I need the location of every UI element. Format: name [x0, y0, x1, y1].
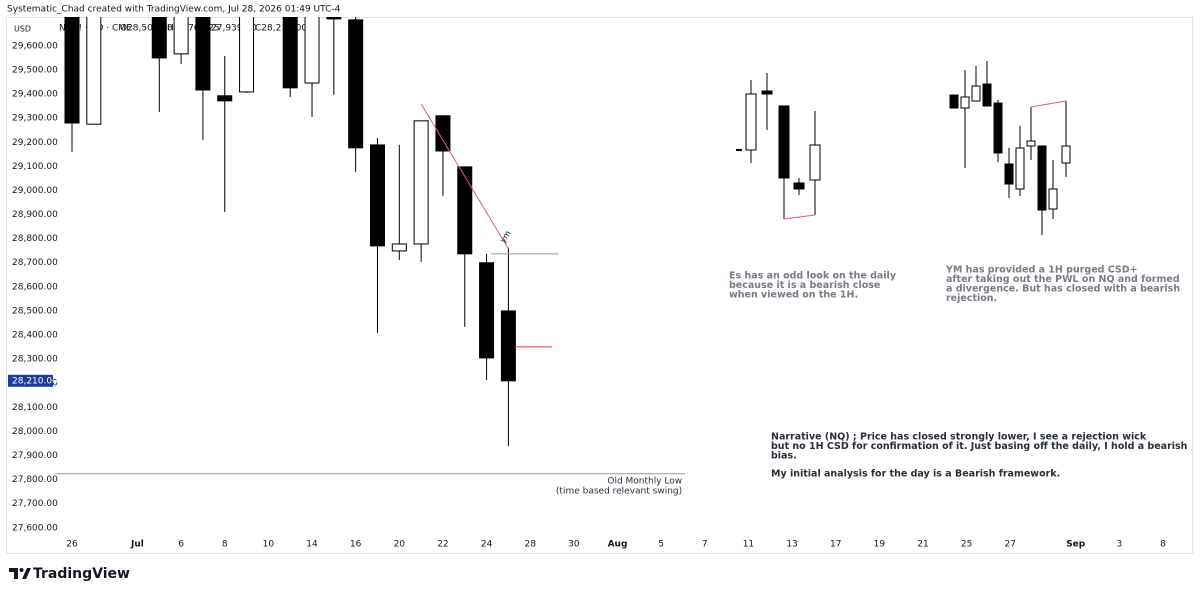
candle-body [282, 17, 298, 89]
y-tick-label: 29,300.00 [12, 114, 58, 124]
candle-body [304, 17, 320, 84]
y-tick-label: 28,400.00 [12, 331, 58, 341]
x-tick-label: 22 [437, 540, 448, 550]
candle-body [435, 115, 451, 152]
x-tick-label: 6 [178, 540, 184, 550]
candle-body [457, 166, 473, 255]
x-tick-label: 10 [263, 540, 275, 550]
drawing-label: (time based relevant swing) [556, 486, 682, 496]
y-tick-label: 27,900.00 [12, 451, 58, 461]
note-line: after taking out the PWL on NQ and forme… [946, 274, 1180, 285]
note-line: because it is a bearish close [729, 280, 880, 291]
y-tick-label: 29,600.00 [12, 41, 58, 51]
drawing-line [420, 103, 509, 250]
x-tick-label: 25 [961, 540, 972, 550]
es-sketch [736, 73, 821, 220]
x-tick-label: 28 [524, 540, 536, 550]
logo-mark [22, 568, 31, 579]
y-tick-label: 28,700.00 [12, 258, 58, 268]
candle-body [413, 120, 429, 245]
ym-note: YM has provided a 1H purged CSD+ after t… [945, 265, 1180, 305]
y-tick-label: 27,800.00 [12, 475, 58, 485]
note-line: when viewed on the 1H. [729, 290, 858, 301]
narrative-line: My initial analysis for the day is a Bea… [771, 469, 1060, 480]
y-tick-label: 28,000.00 [12, 427, 58, 437]
logo-mark [9, 568, 18, 579]
x-tick-label: 17 [830, 540, 841, 550]
x-tick-label: Aug [608, 540, 628, 550]
y-tick-label: 28,100.00 [12, 403, 58, 413]
x-tick-label: 14 [306, 540, 318, 550]
last-price-label: 28,210.00 [12, 376, 58, 386]
x-tick-label: Sep [1066, 540, 1086, 550]
x-tick-label: 24 [481, 540, 493, 550]
plot-area [54, 17, 686, 475]
candle-body [369, 144, 385, 247]
note-line: rejection. [946, 293, 997, 304]
x-tick-label: 7 [702, 540, 708, 550]
attribution: Systematic_Chad created with TradingView… [7, 5, 341, 15]
y-tick-label: 29,200.00 [12, 138, 58, 148]
y-tick-label: 28,300.00 [12, 355, 58, 365]
y-tick-label: 28,900.00 [12, 210, 58, 220]
ohlc-open: O28,500.00 [120, 24, 173, 34]
note-line: a divergence. But has closed with a bear… [946, 284, 1180, 295]
x-tick-label: 16 [350, 540, 362, 550]
narrative-line: but no 1H CSD for confirmation of it. Ju… [771, 441, 1188, 452]
drawing-label: Old Monthly Low [607, 476, 682, 486]
y-tick-label: 29,100.00 [12, 162, 58, 172]
candle-body [348, 19, 364, 149]
x-tick-label: 26 [66, 540, 78, 550]
note-line: YM has provided a 1H purged CSD+ [945, 265, 1138, 276]
y-tick-label: 28,500.00 [12, 306, 58, 316]
candle-body [173, 17, 189, 55]
candle-body [239, 17, 255, 93]
last-price-box [8, 374, 53, 387]
x-tick-label: 21 [917, 540, 928, 550]
narrative-line: Narrative (NQ) ; Price has closed strong… [771, 432, 1147, 443]
candle-body [86, 17, 102, 125]
y-tick-label: 29,400.00 [12, 90, 58, 100]
note-line: Es has an odd look on the daily [729, 271, 897, 282]
frame [6, 17, 1193, 554]
y-tick-label: 29,500.00 [12, 66, 58, 76]
x-tick-label: 3 [1116, 540, 1122, 550]
x-tick-label: 27 [1005, 540, 1016, 550]
y-tick-label: 28,800.00 [12, 234, 58, 244]
ohlc-low: L27,939.00 [206, 24, 257, 34]
x-tick-label: 11 [743, 540, 754, 550]
candle-body [500, 310, 516, 382]
es-note: Es has an odd look on the daily because … [729, 271, 897, 301]
candle-body [64, 17, 80, 124]
ohlc-close: C28,210.00 [255, 24, 307, 34]
candle-body [151, 17, 167, 59]
narrative: Narrative (NQ) ; Price has closed strong… [771, 432, 1188, 480]
x-tick-label: 5 [658, 540, 664, 550]
ohlc-high: H28,763.25 [167, 24, 220, 34]
candle-body [195, 17, 211, 91]
y-tick-label: 29,000.00 [12, 186, 58, 196]
currency: USD [14, 25, 31, 34]
x-tick-label: 19 [874, 540, 886, 550]
x-tick-label: 13 [786, 540, 797, 550]
x-tick-label: 20 [394, 540, 406, 550]
logo-mark [19, 568, 24, 572]
y-tick-label: 27,600.00 [12, 523, 58, 533]
ym-sketch [949, 61, 1071, 235]
brand: TradingView [33, 566, 130, 582]
x-tick-label: 8 [222, 540, 228, 550]
x-tick-label: Jul [130, 540, 144, 550]
x-tick-label: 30 [568, 540, 580, 550]
x-tick-label: 8 [1160, 540, 1166, 550]
candle-body [479, 262, 495, 359]
candle-body [217, 95, 233, 102]
candle-body [391, 243, 407, 252]
y-tick-label: 28,600.00 [12, 282, 58, 292]
narrative-line: bias. [771, 451, 797, 462]
y-tick-label: 27,700.00 [12, 499, 58, 509]
candle-body [326, 17, 342, 20]
brand-logo: TradingView [9, 566, 130, 582]
